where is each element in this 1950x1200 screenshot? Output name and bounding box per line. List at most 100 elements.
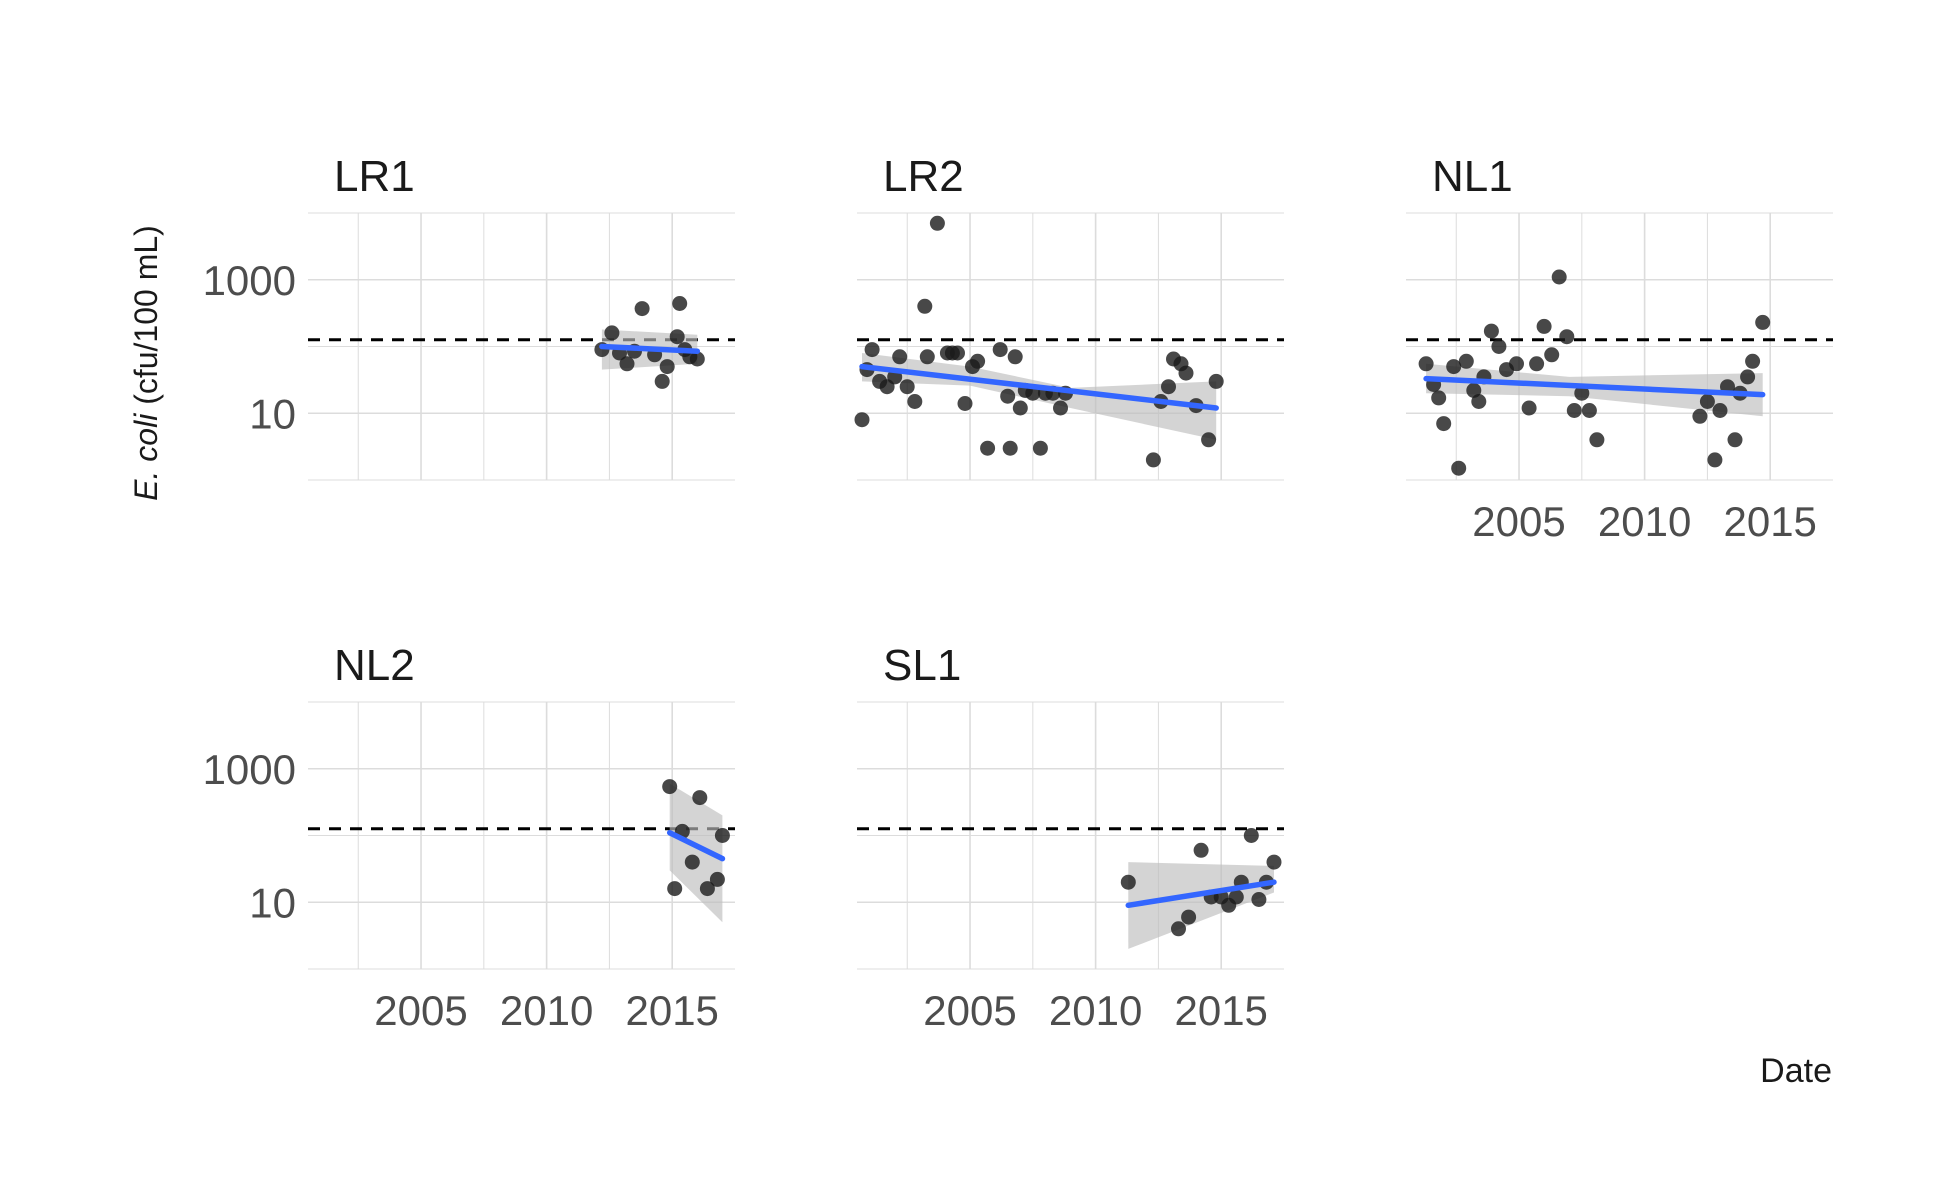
confidence-ribbon bbox=[1426, 363, 1763, 417]
data-point bbox=[1120, 874, 1136, 890]
panel-title: NL2 bbox=[334, 641, 415, 690]
data-point bbox=[1012, 400, 1028, 416]
data-point bbox=[950, 345, 965, 361]
data-point bbox=[654, 373, 670, 389]
data-point bbox=[864, 342, 880, 358]
data-point bbox=[709, 871, 725, 887]
data-point bbox=[1509, 356, 1524, 372]
trend-line bbox=[599, 343, 701, 354]
data-point bbox=[659, 359, 675, 375]
x-tick-label: 2005 bbox=[374, 987, 467, 1034]
data-point bbox=[1431, 390, 1447, 406]
trend-line bbox=[1125, 879, 1277, 909]
data-point bbox=[1181, 909, 1197, 925]
data-point bbox=[1712, 403, 1728, 418]
data-point bbox=[1727, 432, 1743, 448]
data-point bbox=[1574, 385, 1590, 401]
data-point bbox=[1551, 269, 1567, 285]
data-point bbox=[929, 215, 945, 231]
x-axis-label: Date bbox=[1760, 1052, 1832, 1090]
data-point bbox=[1007, 349, 1023, 365]
data-point bbox=[1002, 440, 1018, 456]
y-axis-label-italic: E. coli bbox=[128, 413, 164, 501]
data-point bbox=[1032, 440, 1048, 456]
panel-lr1: LR1 10 1000 bbox=[203, 152, 735, 481]
data-point bbox=[1208, 373, 1224, 389]
trend-line bbox=[1423, 375, 1766, 398]
data-point bbox=[684, 854, 700, 870]
y-tick-label: 1000 bbox=[203, 746, 296, 793]
panel-title: LR1 bbox=[334, 152, 415, 201]
data-point bbox=[1436, 416, 1452, 432]
panel-title: NL1 bbox=[1432, 152, 1513, 201]
data-point bbox=[1740, 369, 1756, 385]
panels-layer: LR1 10 1000 LR2 NL1 2005 2010 2015 NL2 10 1000 2005… bbox=[203, 152, 1833, 1034]
data-point bbox=[1458, 353, 1474, 369]
data-point bbox=[1000, 388, 1016, 404]
x-tick-label: 2010 bbox=[1049, 987, 1142, 1034]
panel-nl1: NL1 2005 2010 2015 bbox=[1406, 152, 1833, 545]
data-point bbox=[1178, 365, 1194, 381]
x-tick-label: 2015 bbox=[1174, 987, 1267, 1034]
data-point bbox=[957, 396, 973, 411]
data-point bbox=[667, 881, 683, 897]
y-axis-label-units: (cfu/100 mL) bbox=[128, 225, 164, 414]
data-point bbox=[1692, 408, 1708, 424]
data-point bbox=[1483, 323, 1499, 339]
data-point bbox=[1491, 339, 1507, 354]
data-point bbox=[1251, 892, 1267, 907]
data-point bbox=[1589, 432, 1605, 448]
data-point bbox=[992, 342, 1008, 358]
data-point bbox=[692, 790, 708, 806]
data-point bbox=[1745, 353, 1761, 369]
x-tick-label: 2010 bbox=[1598, 498, 1691, 545]
y-tick-label: 10 bbox=[249, 390, 296, 437]
data-point bbox=[1053, 400, 1068, 416]
data-point bbox=[634, 301, 650, 317]
data-point bbox=[1161, 379, 1176, 395]
trend-line bbox=[666, 829, 726, 862]
data-point bbox=[714, 828, 730, 843]
data-point bbox=[672, 296, 688, 311]
confidence-ribbon bbox=[1128, 862, 1274, 949]
data-point bbox=[1171, 921, 1186, 937]
x-tick-label: 2010 bbox=[500, 987, 593, 1034]
y-tick-label: 10 bbox=[249, 879, 296, 926]
data-point bbox=[1544, 347, 1560, 363]
data-point bbox=[619, 356, 635, 372]
data-point bbox=[1755, 314, 1771, 330]
data-point bbox=[970, 353, 986, 369]
y-axis-label: E. coli (cfu/100 mL) bbox=[128, 225, 164, 501]
data-point bbox=[1699, 394, 1715, 409]
panel-lr2: LR2 bbox=[854, 152, 1284, 481]
data-point bbox=[899, 379, 915, 395]
data-point bbox=[1266, 854, 1282, 870]
trend-line bbox=[859, 363, 1219, 411]
data-point bbox=[907, 394, 923, 409]
data-point bbox=[669, 329, 685, 345]
y-tick-label: 1000 bbox=[203, 257, 296, 304]
data-point bbox=[1193, 842, 1209, 858]
x-tick-label: 2005 bbox=[1472, 498, 1565, 545]
data-point bbox=[662, 779, 678, 795]
data-point bbox=[919, 349, 935, 365]
data-point bbox=[1707, 452, 1723, 468]
data-point bbox=[1418, 356, 1434, 372]
data-point bbox=[1566, 403, 1582, 418]
panel-title: LR2 bbox=[883, 152, 964, 201]
data-point bbox=[689, 351, 705, 367]
x-tick-label: 2005 bbox=[923, 987, 1016, 1034]
data-point bbox=[1201, 432, 1217, 448]
data-point bbox=[1581, 403, 1597, 418]
panel-title: SL1 bbox=[883, 641, 961, 690]
data-point bbox=[699, 881, 715, 897]
data-point bbox=[1243, 828, 1259, 843]
data-point bbox=[1536, 318, 1552, 334]
panel-sl1: SL1 2005 2010 2015 bbox=[857, 641, 1284, 1034]
data-point bbox=[917, 298, 933, 314]
data-point bbox=[1521, 400, 1537, 416]
data-point bbox=[1529, 356, 1545, 372]
data-point bbox=[1145, 452, 1161, 468]
data-point bbox=[1451, 460, 1467, 476]
